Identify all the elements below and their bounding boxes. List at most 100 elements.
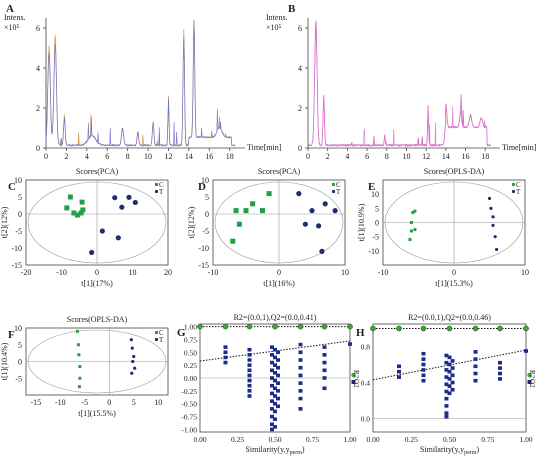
y-tick-label: 6 <box>298 24 302 33</box>
r2-point <box>272 323 278 330</box>
q2-point <box>322 345 327 349</box>
r2-point <box>472 325 479 332</box>
score-point-t <box>130 371 134 375</box>
x-axis-label: t[1](15.5%) <box>78 409 116 418</box>
x-tick-label: 10 <box>402 152 410 161</box>
y-tick-label: 4 <box>298 64 302 73</box>
x-tick-label: 18 <box>226 152 234 161</box>
legend-label-r2: R2 <box>352 370 360 379</box>
y-tick-label: 5 <box>375 204 379 213</box>
panel-letter: E <box>368 181 375 193</box>
x-tick-label: 10 <box>341 268 349 277</box>
score-point-t <box>112 195 118 201</box>
q2-point <box>276 350 280 355</box>
q2-point <box>270 376 274 380</box>
q2-point <box>273 394 277 398</box>
x-tick-label: 10 <box>129 268 137 277</box>
x-tick-label: 0 <box>95 268 99 277</box>
q2-point <box>473 371 478 376</box>
x-tick-label: 14 <box>185 152 193 161</box>
q2-point <box>444 389 449 394</box>
score-point-c <box>236 221 242 227</box>
legend-swatch-c <box>332 183 335 186</box>
y-tick-label: 5 <box>18 341 22 350</box>
q2-point <box>421 373 426 378</box>
x-axis-label: t[1](15.3%) <box>435 279 473 288</box>
q2-point <box>247 383 252 388</box>
y-tick-label: -10 <box>198 244 209 253</box>
score-point-c <box>71 210 77 216</box>
x-tick-label: -10 <box>208 268 219 277</box>
y-axis-label: t[1](10.9%) <box>357 203 366 241</box>
q2-point <box>298 350 303 355</box>
q2-point <box>247 363 252 367</box>
q2-point <box>444 396 449 401</box>
x-tick-label: 8 <box>126 152 130 161</box>
score-point-t <box>115 235 121 241</box>
q2-point <box>421 378 426 383</box>
x-tick-label: 0 <box>44 152 48 161</box>
x-tick-label: 16 <box>462 152 470 161</box>
x-tick-label: 0.25 <box>405 435 418 444</box>
plot-title: Scores(OPLS-DA) <box>424 167 485 176</box>
q2-point <box>270 399 274 403</box>
y-axis-label: t[2](12%) <box>187 206 196 238</box>
legend-label-r2: R2 <box>528 370 536 379</box>
q2-point <box>497 360 502 365</box>
q2-point <box>421 357 426 361</box>
q2-point <box>444 375 449 379</box>
panel-letter: D <box>198 181 206 193</box>
score-point-c <box>78 376 82 380</box>
score-point-t <box>495 247 499 252</box>
q2-point <box>276 358 280 362</box>
x-tick-label: -10 <box>56 268 67 277</box>
r2-point <box>347 323 353 330</box>
q2-point <box>497 377 502 381</box>
x-tick-label: 8 <box>385 152 389 161</box>
q2-point <box>273 347 277 352</box>
q2-point <box>447 384 452 388</box>
q2-point <box>473 364 478 369</box>
q2-point <box>298 342 303 347</box>
y-tick-label: 0 <box>18 210 22 219</box>
x-tick-label: 0 <box>277 268 281 277</box>
legend-label-c: C <box>159 181 164 189</box>
score-point-c <box>409 221 413 224</box>
legend-swatch-c <box>512 183 515 186</box>
x-tick-label: 10 <box>144 152 152 161</box>
x-axis-label: t[1](16%) <box>263 279 295 288</box>
plot-title: Scores(PCA) <box>76 167 119 176</box>
x-tick-label: 10 <box>521 268 529 277</box>
q2-point <box>450 373 455 378</box>
y-tick-label: 10 <box>14 324 22 333</box>
score-point-c <box>413 209 417 213</box>
y-tick-label: 10 <box>201 176 209 185</box>
score-point-t <box>493 235 497 239</box>
y-tick-label: 0.00 <box>184 374 197 383</box>
x-tick-label: 0 <box>306 152 310 161</box>
q2-point <box>270 422 274 427</box>
r2-point <box>523 325 529 332</box>
r2-point <box>370 325 376 332</box>
q2-point <box>270 414 274 419</box>
q2-point <box>421 368 426 372</box>
score-point-c <box>75 329 79 333</box>
x-tick-label: 0 <box>107 398 111 407</box>
x-tick-label: 4 <box>345 152 349 161</box>
x-tick-label: 0.50 <box>268 435 281 444</box>
q2-point <box>223 360 228 365</box>
permutation-plot-layer: G R2=(0.0,1),Q2=(0.0,0.41) 0.00 0.25 0.50 0.7… <box>177 313 536 456</box>
y-tick-label: 5 <box>205 193 209 202</box>
y-tick-label: -5 <box>15 374 22 383</box>
q2-point <box>447 369 452 374</box>
x-tick-label: 2 <box>64 152 68 161</box>
r2-point <box>222 323 229 330</box>
score-point-t <box>99 228 105 234</box>
score-point-t <box>491 223 495 227</box>
score-point-t <box>302 221 308 227</box>
y-tick-label: 0 <box>18 358 22 367</box>
q2-point <box>450 387 455 392</box>
q2-point <box>276 396 280 401</box>
q2-point <box>348 342 352 346</box>
